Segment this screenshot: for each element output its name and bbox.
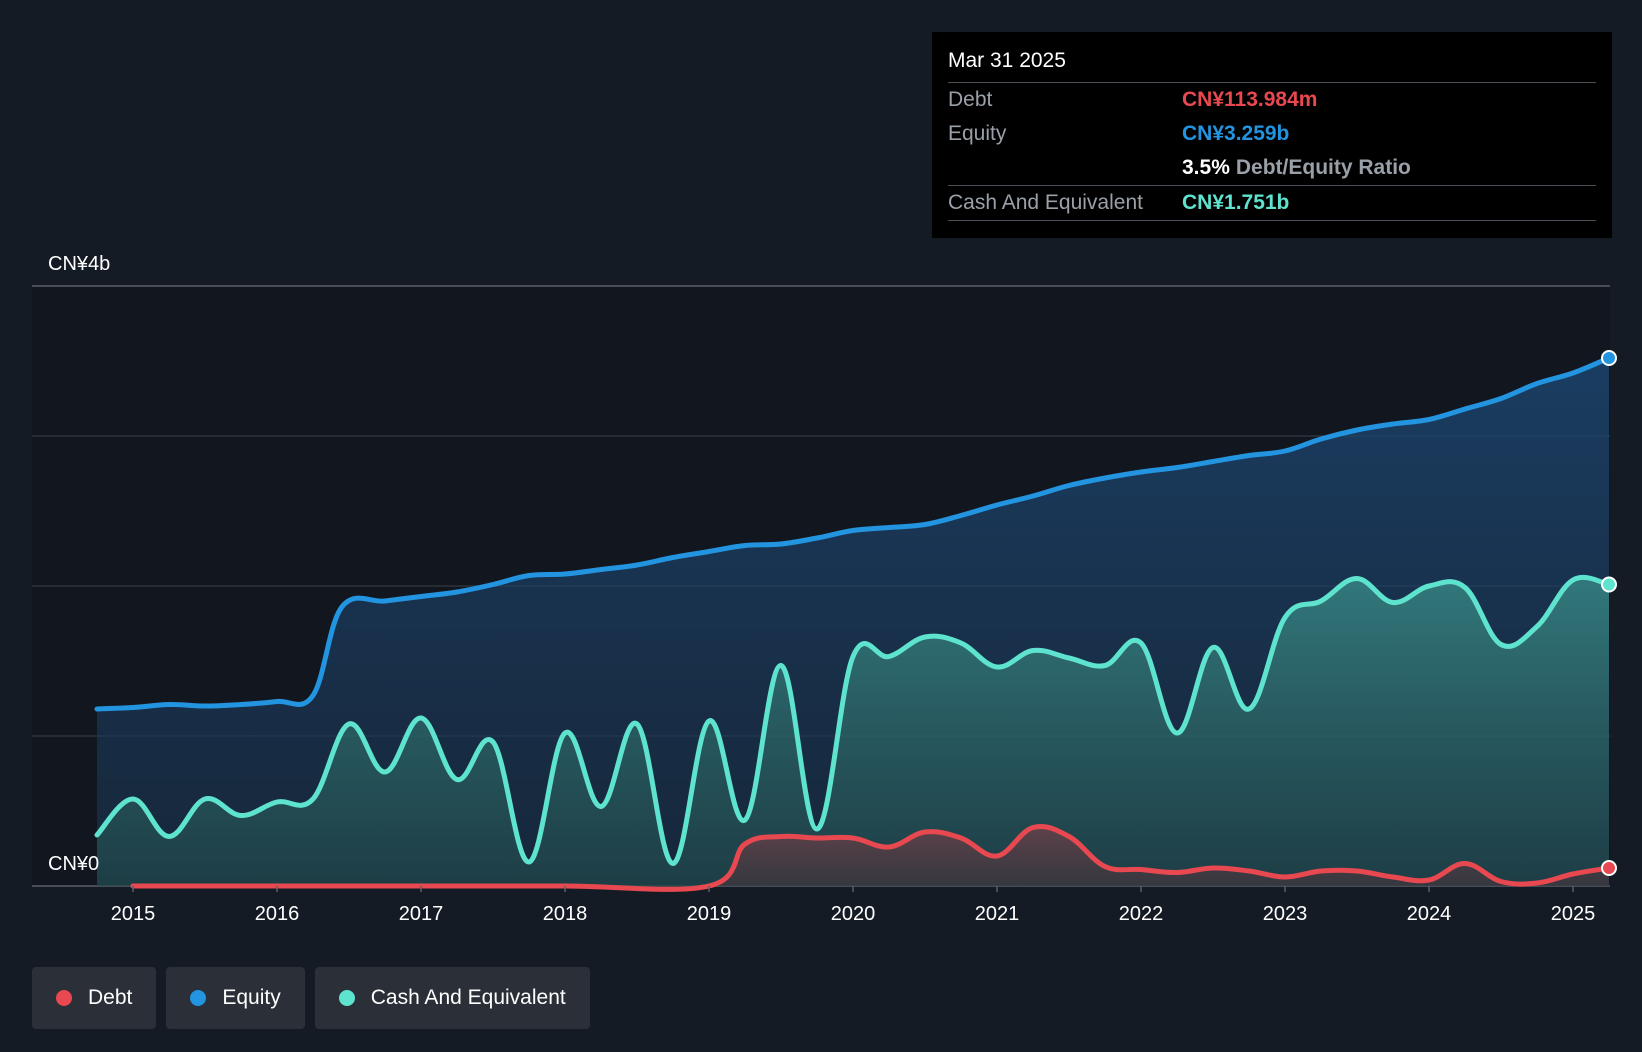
debt-line (130, 823, 1612, 892)
cash-and-equivalent-area (97, 577, 1609, 886)
tooltip-cash-label: Cash And Equivalent (948, 191, 1143, 214)
x-tick-label-2019: 2019 (687, 903, 732, 925)
tooltip-equity-row: Equity CN¥3.259b (948, 117, 1596, 151)
legend-item-cash[interactable]: Cash And Equivalent (314, 967, 590, 1029)
tooltip-ratio-label: Debt/Equity Ratio (1235, 156, 1411, 179)
legend-item-debt[interactable]: Debt (32, 967, 157, 1029)
debt-area (133, 826, 1609, 890)
tooltip-debt-value: CN¥113.984m (1182, 88, 1318, 111)
y-axis-top-label: CN¥4b (48, 253, 110, 275)
legend: Debt Equity Cash And Equivalent (32, 967, 590, 1029)
x-tick-label-2017: 2017 (399, 903, 444, 925)
equity-endpoint[interactable] (1601, 350, 1617, 366)
cash-dot-icon (338, 990, 355, 1006)
tooltip-equity-value: CN¥3.259b (1182, 122, 1290, 145)
tooltip-date: Mar 31 2025 (948, 46, 1596, 83)
x-tick-label-2022: 2022 (1119, 903, 1164, 925)
x-axis-ticks: 2015 2016 2017 2018 2019 2020 2021 2022 2023 2024… (111, 886, 1596, 925)
legend-label-equity: Equity (222, 986, 281, 1009)
x-tick-label-2016: 2016 (255, 903, 300, 925)
debt-endpoint[interactable] (1601, 860, 1617, 876)
x-tick-label-2025: 2025 (1551, 903, 1596, 925)
legend-label-cash: Cash And Equivalent (370, 986, 566, 1009)
legend-label-debt: Debt (88, 986, 133, 1009)
x-tick-label-2015: 2015 (111, 903, 156, 925)
tooltip-cash-value: CN¥1.751b (1182, 191, 1290, 214)
equity-line (94, 355, 1612, 712)
x-tick-label-2021: 2021 (975, 903, 1020, 925)
y-axis-bottom-label: CN¥0 (48, 853, 99, 875)
debt-dot-icon (56, 990, 72, 1006)
x-tick-label-2024: 2024 (1407, 903, 1452, 925)
series-lines (94, 355, 1612, 892)
series-endpoints (1601, 350, 1617, 876)
tooltip-ratio-value: 3.5% (1182, 156, 1230, 179)
tooltip-ratio-spacer (948, 151, 1182, 185)
tooltip-cash-row: Cash And Equivalent CN¥1.751b (948, 186, 1596, 221)
cash-and-equivalent-endpoint[interactable] (1601, 576, 1617, 593)
tooltip-equity-label: Equity (948, 122, 1007, 145)
equity-dot-icon (190, 990, 207, 1006)
x-tick-label-2018: 2018 (543, 903, 588, 925)
tooltip-debt-label: Debt (948, 88, 993, 111)
tooltip-ratio-row: 3.5% Debt/Equity Ratio (948, 151, 1596, 186)
legend-item-equity[interactable]: Equity (166, 967, 305, 1029)
tooltip-panel: Mar 31 2025 Debt CN¥113.984m Equity CN¥3… (932, 32, 1612, 238)
x-tick-label-2023: 2023 (1263, 903, 1308, 925)
x-tick-label-2020: 2020 (831, 903, 876, 925)
cash-and-equivalent-line (94, 574, 1612, 867)
tooltip-debt-row: Debt CN¥113.984m (948, 83, 1596, 117)
